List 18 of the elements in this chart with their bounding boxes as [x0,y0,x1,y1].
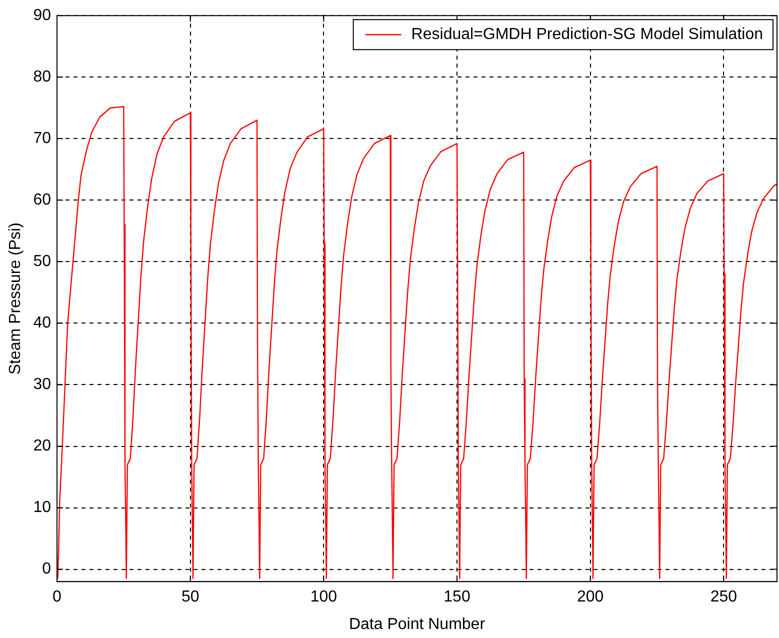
x-tick-label: 150 [444,588,470,606]
x-tick-label: 200 [576,588,604,606]
legend-label: Residual=GMDH Prediction-SG Model Simulation [411,26,764,44]
y-axis-title: Steam Pressure (Psi) [7,222,24,375]
y-tick-label: 0 [42,560,52,578]
x-tick-label: 50 [181,588,200,606]
y-tick-label: 40 [33,314,52,332]
y-tick-label: 10 [33,499,52,516]
x-tick-label: 250 [710,588,738,606]
y-tick-label: 60 [33,192,52,209]
y-tick-label: 70 [33,130,52,148]
y-tick-label: 90 [33,7,52,24]
y-tick-label: 80 [33,68,52,86]
x-tick-label: 100 [310,588,338,606]
y-tick-label: 50 [33,253,52,270]
y-tick-label: 20 [33,438,52,455]
y-tick-label: 30 [33,376,52,394]
x-axis-title: Data Point Number [348,616,486,633]
